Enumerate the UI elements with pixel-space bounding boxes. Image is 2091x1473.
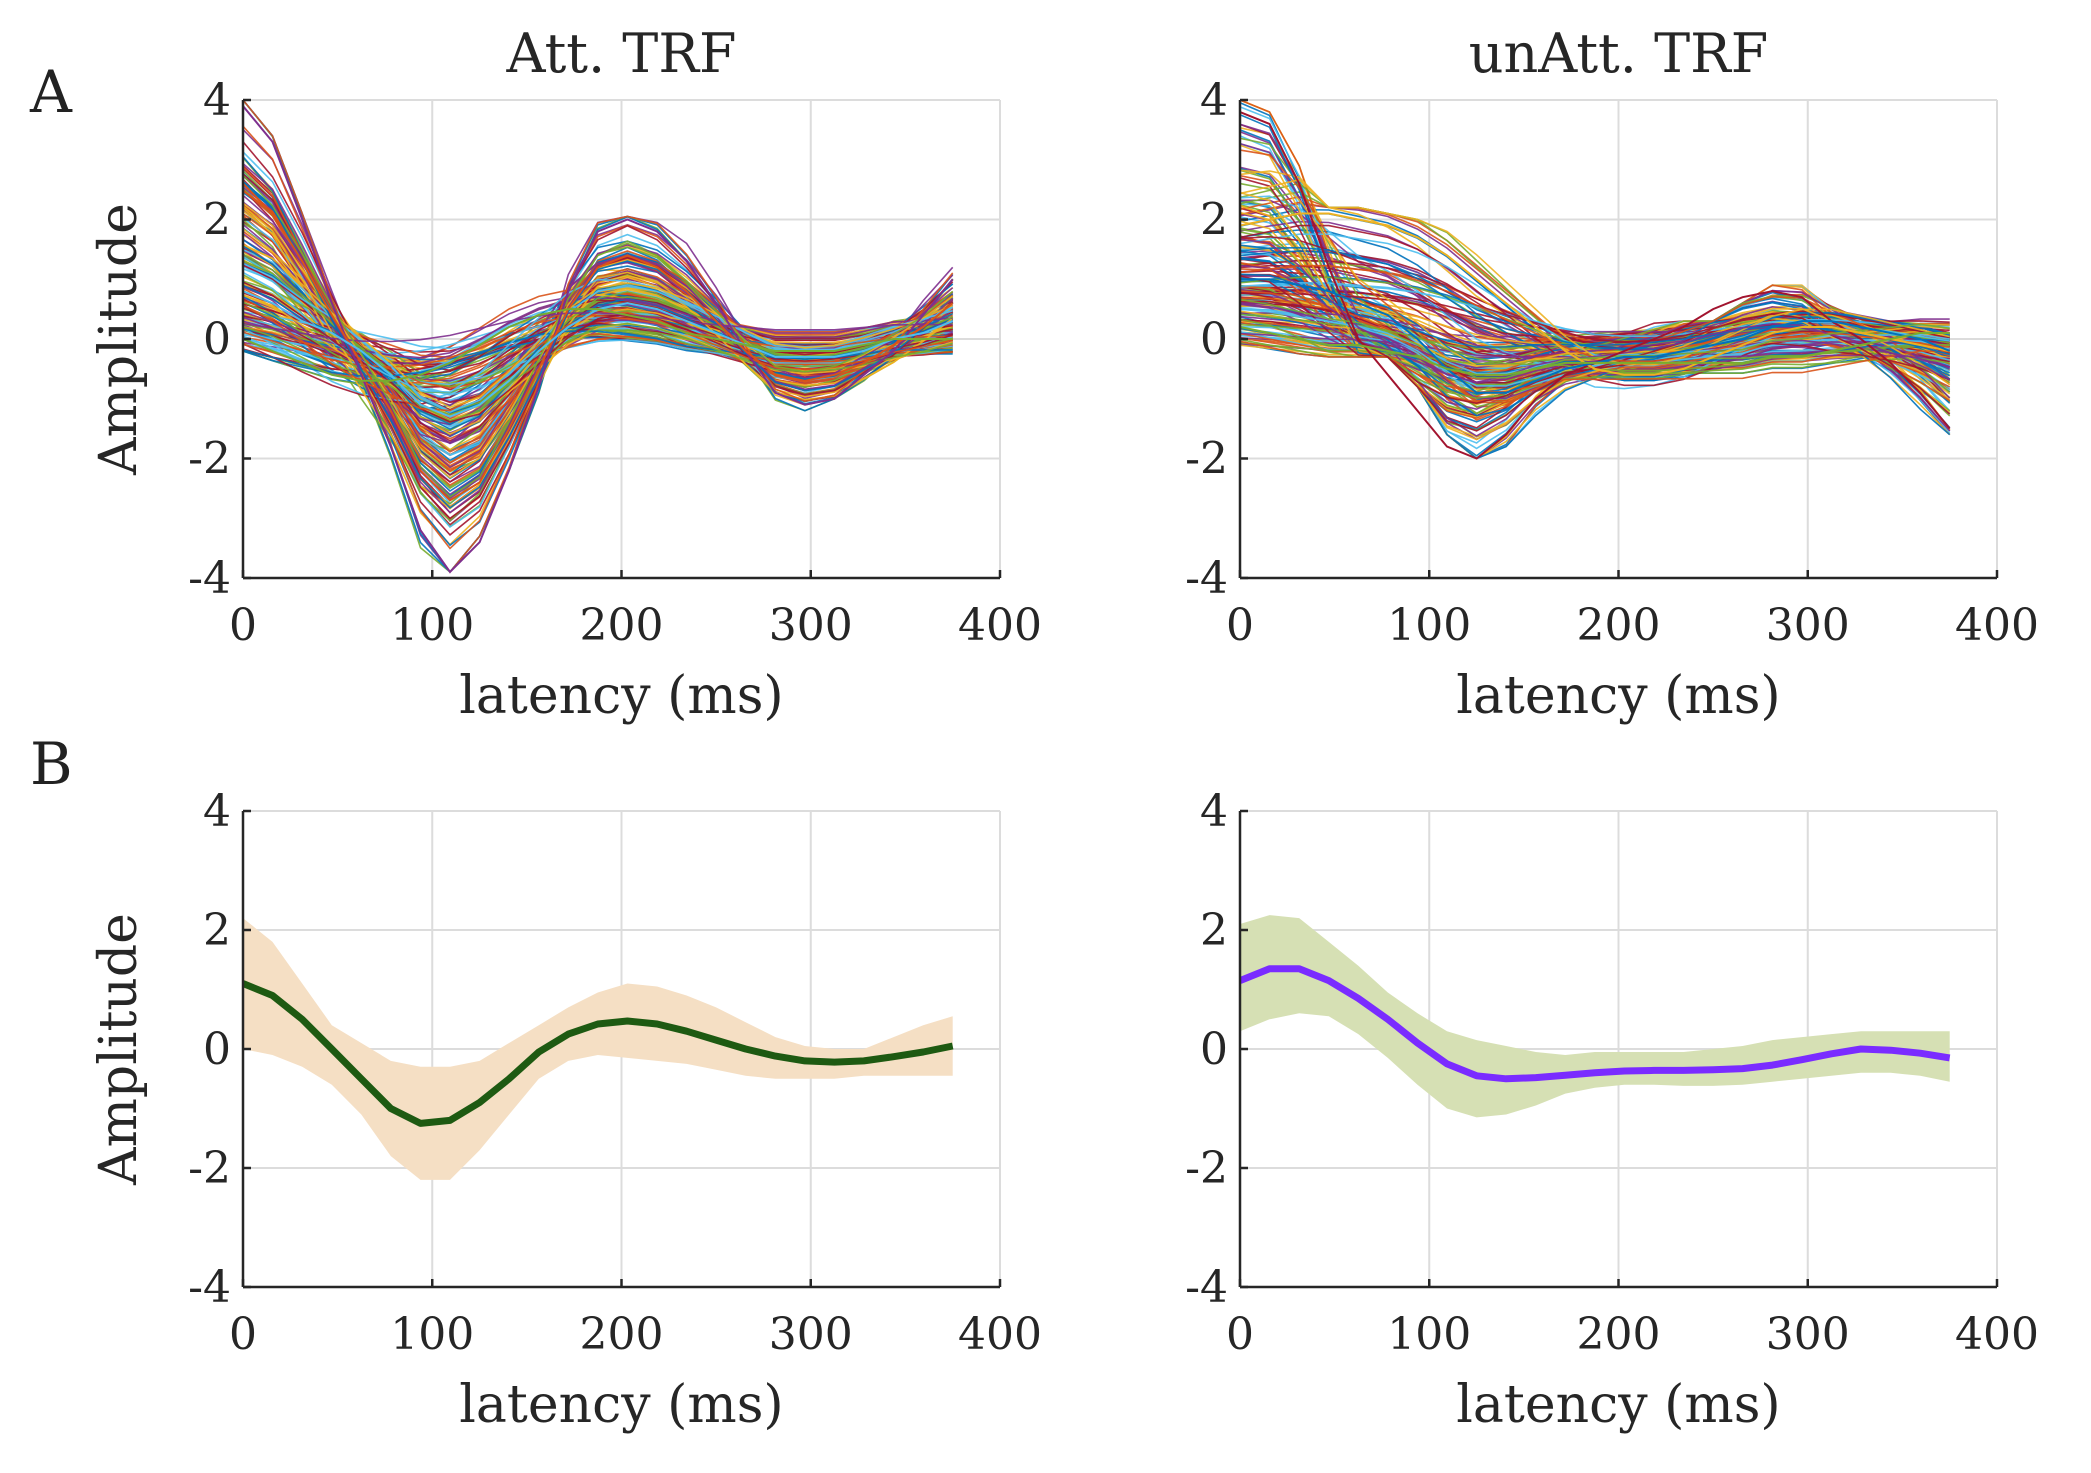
trace-line [243,243,954,409]
y-tick-label: -4 [1185,1262,1228,1313]
x-tick-label: 400 [1955,600,2039,651]
plot-area [1240,100,1951,460]
trace-line [243,175,954,514]
trace-line [1240,340,1950,393]
x-tick-label: 300 [1766,600,1850,651]
x-axis-label: latency (ms) [459,1375,783,1435]
trace-line [243,205,954,508]
chart-unatt-trf-all: 0 100 200 300 400 -4 -2 0 2 4 latency (ms) unAtt. T… [1185,22,2039,726]
x-tick-label: 100 [390,600,474,651]
trace-line [1240,101,1951,460]
y-tick-label: 4 [1200,786,1228,837]
x-tick-label: 200 [580,1309,664,1360]
y-tick-label: -4 [188,553,231,604]
plot-area [243,100,954,574]
trace-line [1240,238,1951,383]
trace-line [243,311,953,343]
y-axis-label: Amplitude [89,203,149,476]
series-trace-peak [243,105,954,574]
series-trace-mid [243,182,954,502]
chart-att-trf-mean: 0 100 200 300 400 -4 -2 0 2 4 latency (ms) Amplitud… [89,786,1042,1435]
chart-title: Att. TRF [506,22,737,85]
x-axis-label: latency (ms) [459,666,783,726]
confidence-band [1240,915,1950,1118]
trace-line [243,174,954,498]
y-tick-label: -2 [188,1143,231,1194]
panel-label-b: B [30,730,73,798]
plot-area [1240,915,1951,1118]
trace-line [1240,235,1950,343]
y-tick-label: 4 [203,786,231,837]
x-tick-label: 200 [580,600,664,651]
x-tick-label: 100 [390,1309,474,1360]
chart-unatt-trf-mean: 0 100 200 300 400 -4 -2 0 2 4 latency (ms) [1185,786,2039,1435]
x-axis-label: latency (ms) [1456,1375,1780,1435]
series-trace-inverse [243,308,953,382]
x-tick-label: 0 [229,1309,257,1360]
trace-line [1240,170,1951,369]
y-tick-label: 2 [1200,905,1228,956]
x-tick-label: 100 [1387,600,1471,651]
y-tick-label: 0 [203,314,231,365]
y-axis-label: Amplitude [89,913,149,1186]
y-tick-label: 0 [1200,1024,1228,1075]
x-tick-label: 300 [769,1309,853,1360]
y-tick-label: 2 [1200,195,1228,246]
x-tick-label: 300 [1766,1309,1850,1360]
x-tick-label: 300 [769,600,853,651]
y-tick-label: -4 [1185,553,1228,604]
trace-line [1240,273,1950,356]
x-tick-label: 0 [1226,600,1254,651]
trace-line [243,326,953,389]
y-tick-label: -2 [1185,434,1228,485]
y-tick-label: -4 [188,1262,231,1313]
trace-line [243,181,954,509]
series-mean [243,980,954,1127]
x-tick-label: 100 [1387,1309,1471,1360]
plot-area [243,918,954,1180]
y-tick-label: 4 [203,75,231,126]
x-tick-label: 200 [1577,1309,1661,1360]
trace-line [243,253,954,422]
series-trace-broad [1240,212,1950,376]
chart-att-trf-all: 0 100 200 300 400 -4 -2 0 2 4 latency (ms) Amplitud… [89,22,1042,726]
x-tick-label: 400 [1955,1309,2039,1360]
chart-title: unAtt. TRF [1469,22,1768,85]
x-tick-label: 400 [958,600,1042,651]
y-tick-label: 0 [203,1024,231,1075]
series-trace-flat [1240,326,1950,376]
trace-line [1240,233,1950,361]
y-tick-label: 2 [203,195,231,246]
x-axis-label: latency (ms) [1456,666,1780,726]
x-tick-label: 0 [1226,1309,1254,1360]
trace-line [1240,246,1950,350]
x-tick-label: 0 [229,600,257,651]
y-tick-label: 0 [1200,314,1228,365]
confidence-band [243,918,953,1180]
trace-line [1240,298,1950,379]
y-tick-label: -2 [188,434,231,485]
panel-label-a: A [30,58,72,126]
series-mean [1240,965,1951,1083]
x-tick-label: 400 [958,1309,1042,1360]
x-tick-label: 200 [1577,600,1661,651]
y-tick-label: 4 [1200,75,1228,126]
y-tick-label: -2 [1185,1143,1228,1194]
y-tick-label: 2 [203,905,231,956]
